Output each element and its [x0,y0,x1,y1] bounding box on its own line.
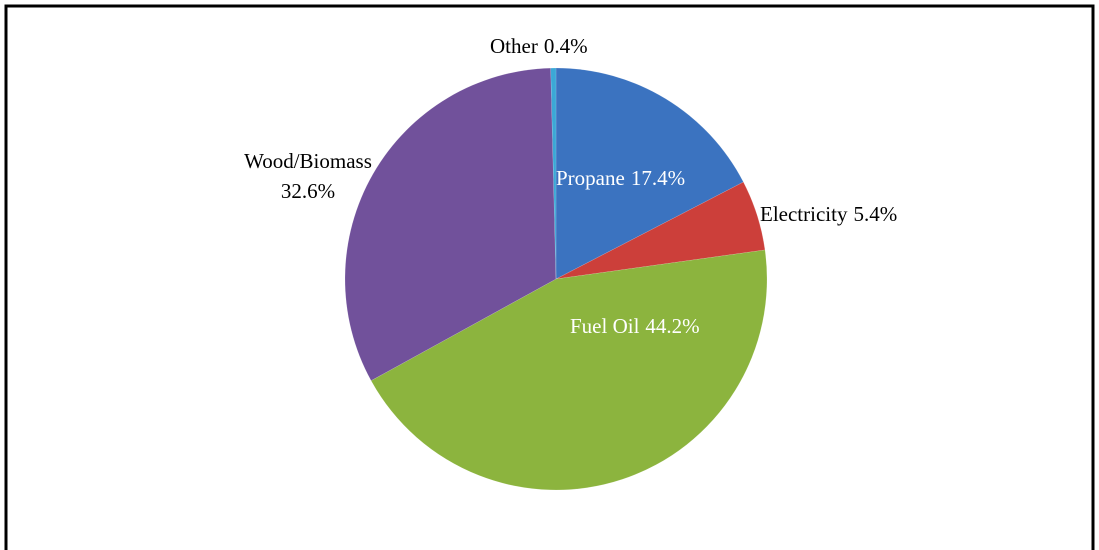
pie-slice [370,249,768,491]
category-name: Fuel Oil [570,314,640,338]
value-label: 0.4% [544,34,588,58]
category-name: Propane [556,166,625,190]
slice-label: Electricity 5.4% [760,202,897,226]
category-name: Other [490,34,538,58]
value-label: 32.6% [281,179,335,203]
value-label: 44.2% [645,314,699,338]
labels: Propane 17.4% Electricity 5.4% Fuel Oil 44.2%… [244,34,897,338]
category-name: Wood/Biomass [244,149,372,173]
slice-label: Wood/Biomass 32.6% [244,149,372,203]
pie-slice [344,67,557,381]
pie-slice [550,67,557,280]
category-name: Electricity [760,202,848,226]
value-label: 5.4% [853,202,897,226]
slice-label: Fuel Oil 44.2% [570,314,700,338]
pie-slice [555,67,744,280]
pie-slice [555,181,766,280]
pie [344,67,768,491]
slice-label: Propane 17.4% [556,166,685,190]
value-label: 17.4% [631,166,685,190]
slice-label: Other 0.4% [490,34,588,58]
